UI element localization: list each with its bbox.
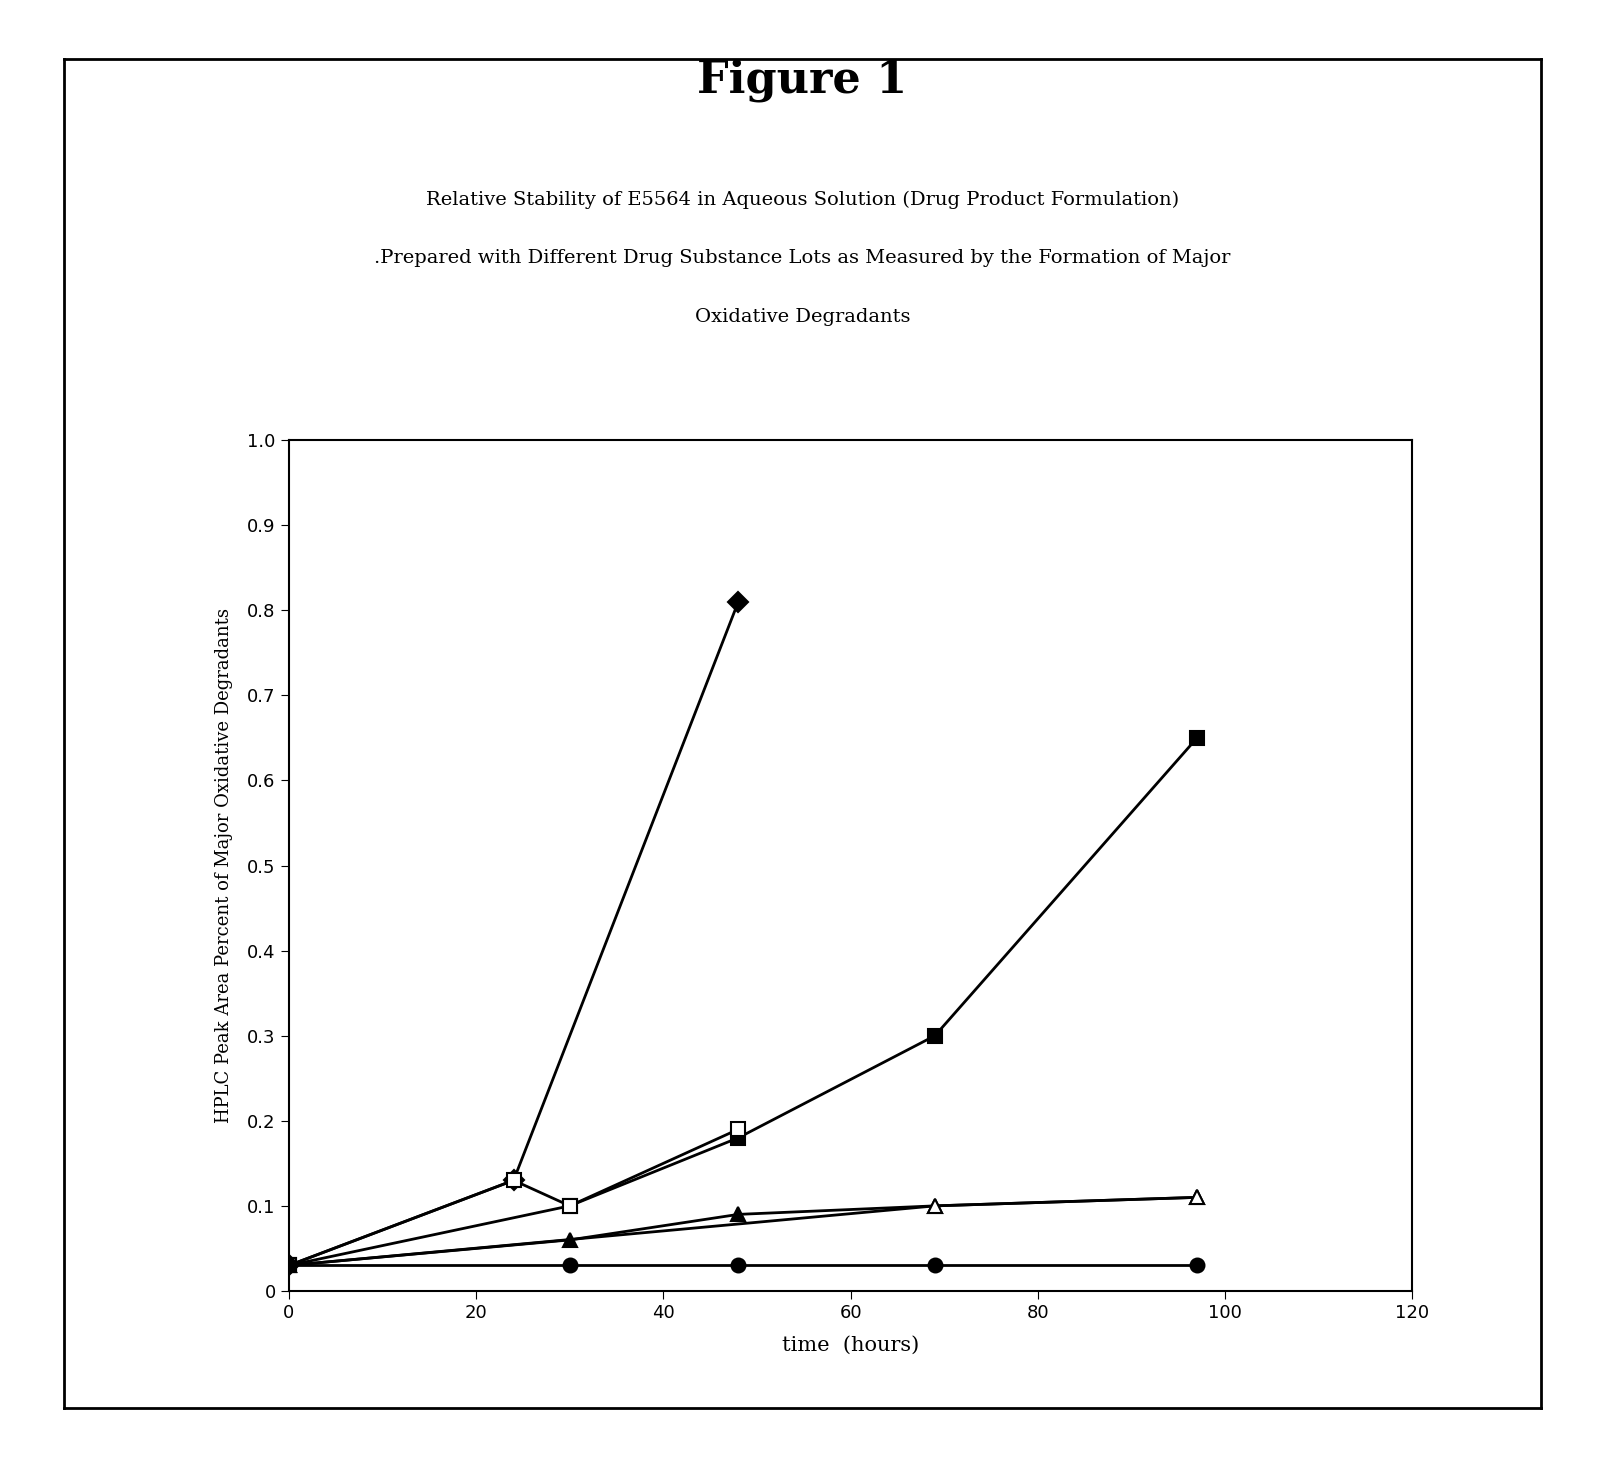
Text: Relative Stability of E5564 in Aqueous Solution (Drug Product Formulation): Relative Stability of E5564 in Aqueous S… bbox=[425, 191, 1180, 208]
Text: Oxidative Degradants: Oxidative Degradants bbox=[695, 308, 910, 326]
Text: Figure 1: Figure 1 bbox=[698, 59, 907, 103]
Text: .Prepared with Different Drug Substance Lots as Measured by the Formation of Maj: .Prepared with Different Drug Substance … bbox=[374, 249, 1231, 267]
Y-axis label: HPLC Peak Area Percent of Major Oxidative Degradants: HPLC Peak Area Percent of Major Oxidativ… bbox=[215, 607, 233, 1124]
X-axis label: time  (hours): time (hours) bbox=[782, 1336, 920, 1356]
